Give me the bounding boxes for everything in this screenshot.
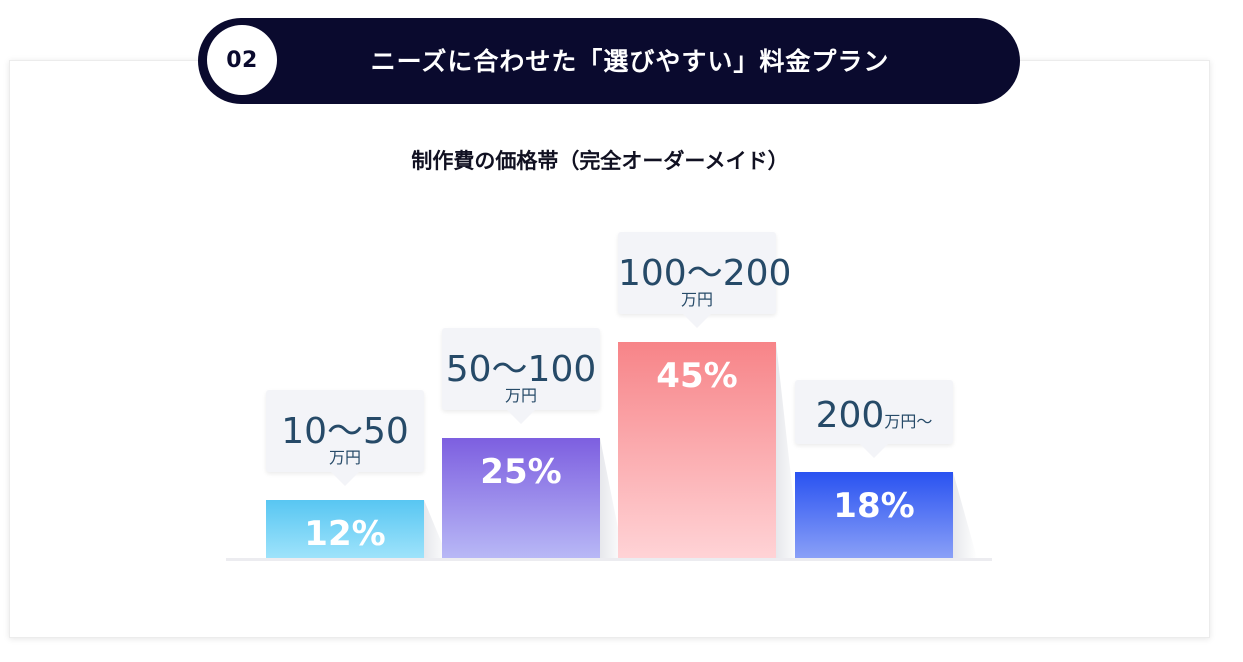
bar-value-label: 12% <box>304 514 386 554</box>
bar-1: 12% <box>266 500 424 558</box>
section-number-badge: 02 <box>207 25 277 95</box>
price-range-label: 50〜100 <box>445 349 597 390</box>
price-range-label: 100〜200 <box>618 253 792 294</box>
chart-baseline <box>226 558 992 561</box>
price-unit-label: 万円 <box>328 448 361 467</box>
section-title: ニーズに合わせた「選びやすい」料金プラン <box>370 47 890 76</box>
chart-title: 制作費の価格帯（完全オーダーメイド） <box>411 149 789 173</box>
price-range-amount: 200 <box>815 395 885 436</box>
price-range-label: 10〜50 <box>281 411 409 452</box>
bar-value-label: 45% <box>656 356 738 396</box>
price-range-callout: 50〜100 万円 <box>442 328 600 410</box>
bar-4: 18% <box>795 472 953 558</box>
section-header-pill <box>198 18 1020 104</box>
price-range-callout: 200万円〜 <box>795 380 953 444</box>
price-range-callout: 10〜50 万円 <box>266 390 424 472</box>
price-range-label: 200万円〜 <box>795 396 953 442</box>
price-unit-label: 万円〜 <box>884 412 933 431</box>
price-unit-label: 万円 <box>504 386 537 405</box>
bar-3: 45% <box>618 342 776 558</box>
bar-value-label: 25% <box>480 452 562 492</box>
price-range-callout: 100〜200 万円 <box>618 232 792 314</box>
bar-2: 25% <box>442 438 600 558</box>
price-unit-label: 万円 <box>680 290 713 309</box>
bar-value-label: 18% <box>833 486 915 526</box>
